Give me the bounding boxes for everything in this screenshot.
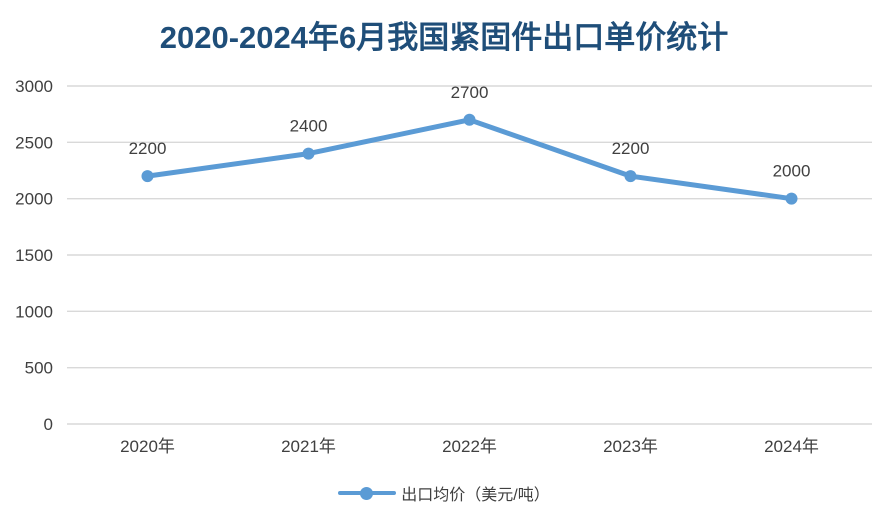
- data-point-label: 2200: [612, 139, 650, 158]
- data-point-marker: [302, 147, 315, 160]
- y-axis-tick-label: 3000: [15, 77, 53, 96]
- y-axis-tick-label: 1000: [15, 302, 53, 321]
- legend-line-marker-icon: [338, 486, 397, 500]
- x-axis-tick-label: 2024年: [764, 437, 819, 456]
- legend: 出口均价（美元/吨）: [0, 481, 888, 505]
- x-axis-tick-label: 2020年: [120, 437, 175, 456]
- data-point-label: 2200: [129, 139, 167, 158]
- y-axis-tick-label: 1500: [15, 246, 53, 265]
- data-point-label: 2000: [773, 162, 811, 181]
- data-point-label: 2700: [451, 83, 489, 102]
- data-point-marker: [463, 113, 476, 126]
- legend-label: 出口均价（美元/吨）: [401, 487, 550, 504]
- y-axis-tick-label: 0: [44, 415, 53, 434]
- data-point-label: 2400: [290, 117, 328, 136]
- y-axis-tick-label: 500: [25, 359, 53, 378]
- x-axis-tick-label: 2023年: [603, 437, 658, 456]
- line-series: [145, 117, 794, 202]
- data-point-marker: [624, 170, 637, 183]
- legend-dot: [360, 486, 374, 500]
- chart-title: 2020-2024年6月我国紧固件出口单价统计: [159, 20, 729, 55]
- y-axis-tick-label: 2500: [15, 133, 53, 152]
- y-axis-tick-label: 2000: [15, 190, 53, 209]
- data-point-marker: [141, 170, 154, 183]
- x-axis-tick-label: 2021年: [281, 437, 336, 456]
- x-axis-tick-label: 2022年: [442, 437, 497, 456]
- data-point-marker: [785, 192, 798, 205]
